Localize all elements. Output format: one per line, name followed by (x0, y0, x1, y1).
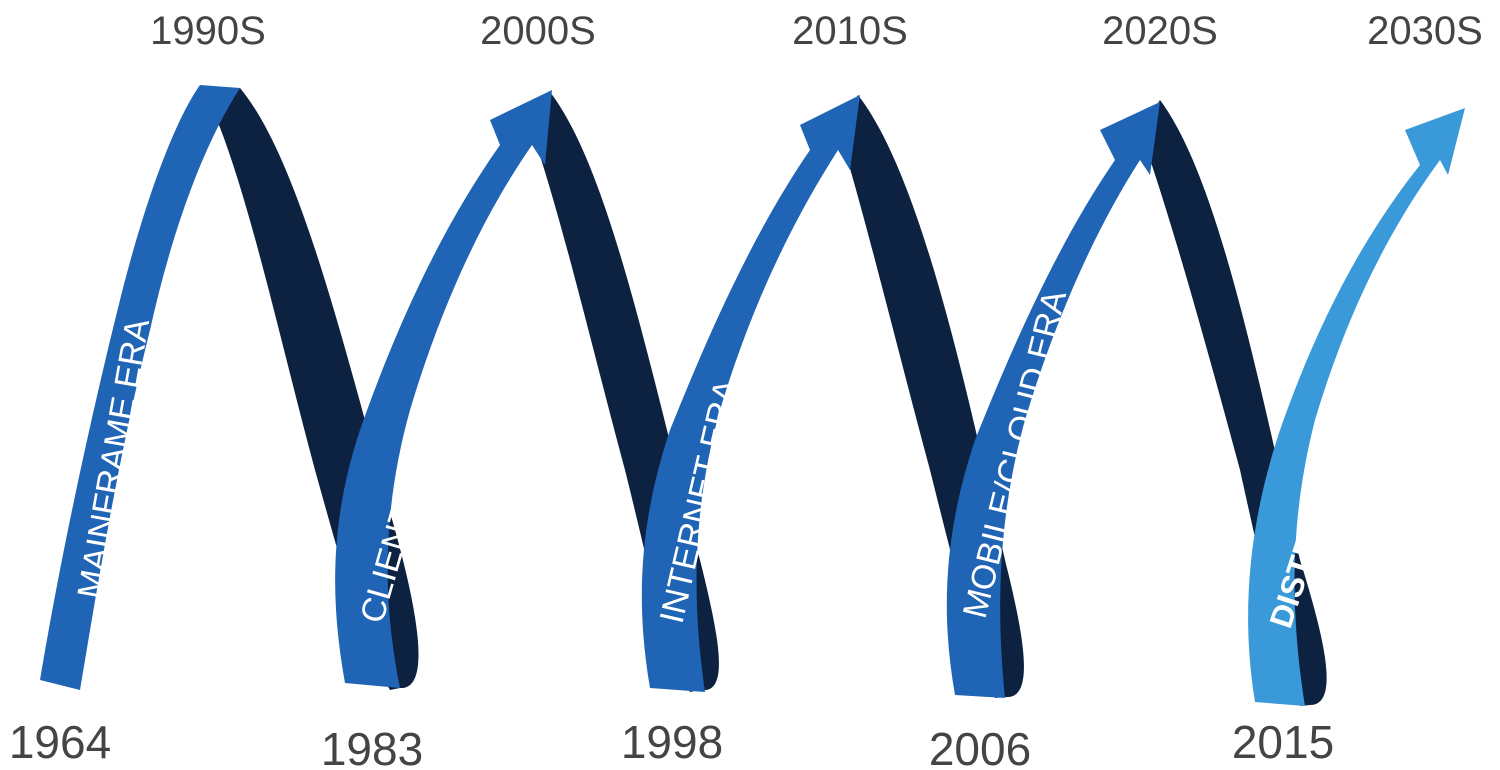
top-year-2000s: 2000S (480, 9, 596, 53)
ribbon-front-1 (40, 85, 240, 690)
bottom-year-1983: 1983 (321, 723, 423, 770)
ribbon-front-4 (946, 102, 1160, 698)
top-year-2020s: 2020S (1102, 9, 1218, 53)
top-year-1990s: 1990S (150, 9, 266, 53)
bottom-year-2006: 2006 (929, 723, 1031, 770)
bottom-year-1964: 1964 (9, 716, 111, 768)
ascending-ribbons (40, 85, 1160, 698)
ribbon-front-3 (641, 95, 860, 692)
ribbon-front-5 (1248, 108, 1465, 706)
bottom-year-2015: 2015 (1232, 716, 1334, 768)
top-year-2030s: 2030S (1367, 9, 1483, 53)
ribbon-front-2 (335, 90, 552, 688)
top-year-2010s: 2010S (792, 9, 908, 53)
bottom-year-1998: 1998 (621, 716, 723, 768)
